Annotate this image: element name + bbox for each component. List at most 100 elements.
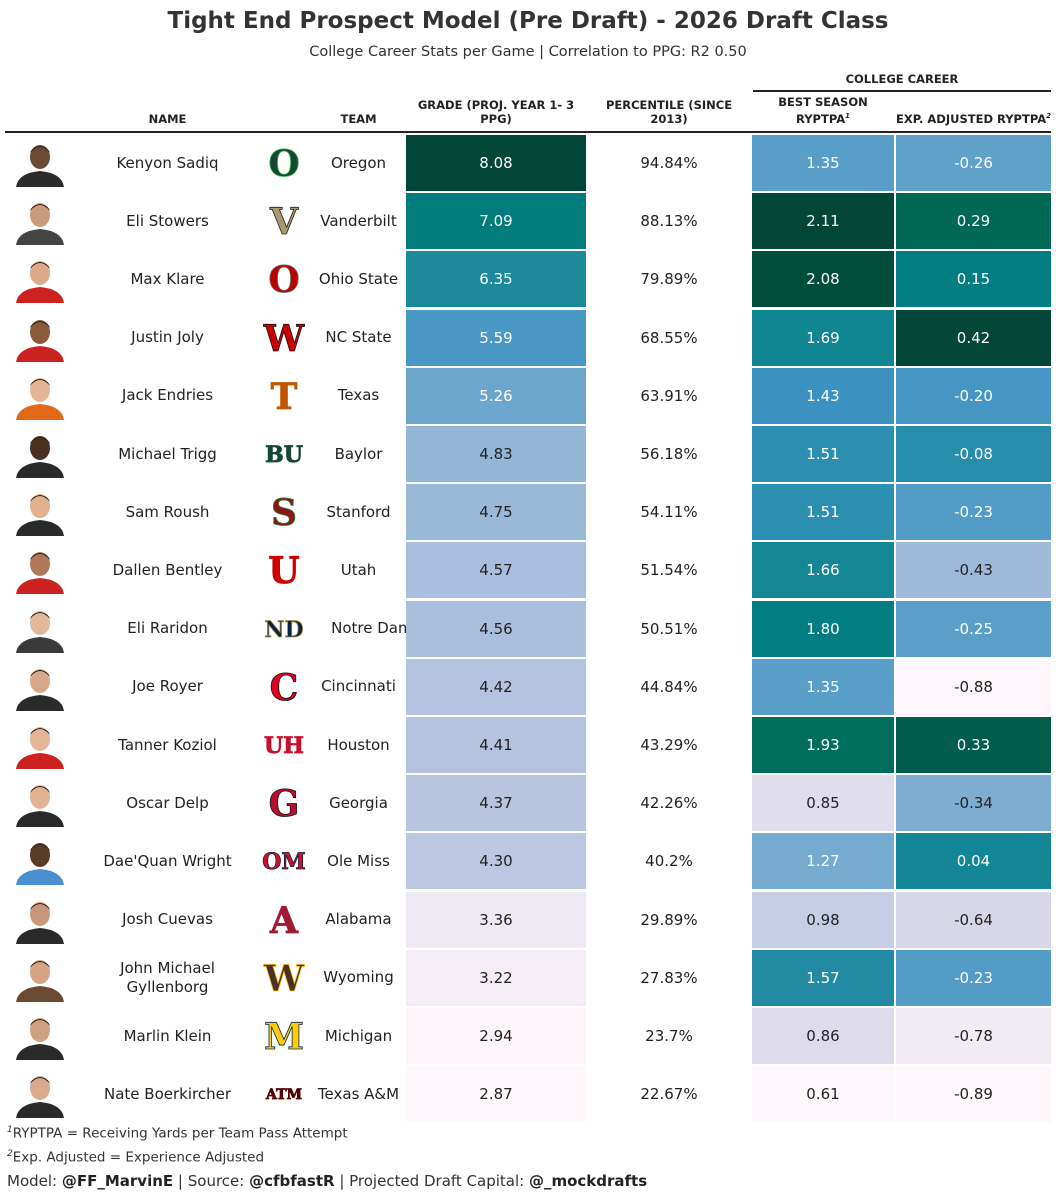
- svg-text:S: S: [271, 492, 297, 534]
- footnote-1-sup: 1: [7, 1125, 13, 1135]
- percentile-cell: 79.89%: [640, 270, 698, 289]
- percentile-cell: 88.13%: [640, 212, 698, 231]
- credits-capital-label: | Projected Draft Capital:: [334, 1172, 529, 1190]
- team-name: Utah: [340, 560, 377, 579]
- exp-adjusted-cell: -0.88: [896, 658, 1051, 715]
- grade-cell: 4.83: [406, 426, 586, 482]
- percentile-cell: 40.2%: [645, 852, 693, 871]
- player-headshot-icon: [10, 546, 70, 595]
- best-season-cell: 1.66: [752, 542, 894, 599]
- svg-text:G: G: [269, 783, 300, 825]
- chart-subtitle: College Career Stats per Game | Correlat…: [309, 44, 747, 60]
- player-headshot-icon: [10, 314, 70, 362]
- percentile-cell: 44.84%: [640, 677, 698, 696]
- percentile-cell: 43.29%: [640, 736, 698, 754]
- exp-adjusted-cell: -0.08: [896, 426, 1051, 482]
- player-headshot-icon: [10, 372, 70, 420]
- player-name: Nate Boerkircher: [104, 1084, 231, 1103]
- team-name: Alabama: [325, 910, 392, 929]
- best-season-cell: 1.80: [752, 600, 894, 657]
- best-season-cell: 0.61: [752, 1066, 894, 1123]
- header-team: TEAM: [340, 112, 377, 126]
- grade-cell: 4.30: [406, 833, 586, 890]
- table-row: Oscar Delp G Georgia 4.37 42.26% 0.85 -0.34: [0, 774, 1056, 832]
- svg-text:U: U: [268, 550, 299, 592]
- player-headshot-icon: [10, 1070, 70, 1119]
- texas-am-icon: ATM: [259, 1071, 309, 1117]
- alabama-a-icon: A: [259, 897, 309, 943]
- team-name: Houston: [327, 735, 390, 754]
- player-headshot-icon: [10, 488, 70, 537]
- player-name: Dae'Quan Wright: [103, 851, 232, 870]
- exp-adjusted-cell: -0.43: [896, 542, 1051, 599]
- table-row: Eli Stowers V Vanderbilt 7.09 88.13% 2.11 0.29: [0, 192, 1056, 250]
- exp-adjusted-cell: -0.25: [896, 600, 1051, 657]
- exp-adjusted-cell: -0.23: [896, 949, 1051, 1006]
- svg-text:A: A: [269, 900, 299, 942]
- baylor-bu-icon: BU: [259, 431, 309, 477]
- svg-text:W: W: [263, 318, 305, 360]
- georgia-g-icon: G: [259, 780, 309, 826]
- player-headshot-icon: [10, 954, 70, 1002]
- team-name: Georgia: [329, 793, 388, 812]
- percentile-cell: 68.55%: [640, 328, 698, 347]
- exp-adjusted-cell: -0.26: [896, 135, 1051, 191]
- percentile-cell: 27.83%: [640, 968, 698, 987]
- grade-cell: 8.08: [406, 135, 586, 191]
- header-name: NAME: [148, 112, 187, 126]
- svg-text:O: O: [268, 259, 299, 301]
- player-name: Josh Cuevas: [122, 910, 213, 929]
- team-name: Texas A&M: [317, 1084, 400, 1103]
- player-headshot-icon: [10, 779, 70, 828]
- player-headshot-icon: [10, 430, 70, 478]
- player-name: Dallen Bentley: [112, 560, 223, 579]
- player-name: Kenyon Sadiq: [116, 153, 219, 172]
- grade-cell: 4.41: [406, 717, 586, 773]
- header-exp-sup: 2: [1046, 112, 1051, 121]
- grade-cell: 5.26: [406, 367, 586, 424]
- percentile-cell: 23.7%: [645, 1027, 693, 1045]
- best-season-cell: 1.51: [752, 426, 894, 482]
- michigan-m-icon: M: [259, 1013, 309, 1059]
- player-headshot-icon: [10, 1012, 70, 1060]
- best-season-cell: 0.85: [752, 775, 894, 832]
- best-season-cell: 1.35: [752, 135, 894, 191]
- svg-text:C: C: [270, 667, 299, 709]
- best-season-cell: 0.86: [752, 1008, 894, 1064]
- credits-capital-handle: @_mockdrafts: [528, 1172, 648, 1190]
- grade-cell: 3.22: [406, 949, 586, 1006]
- texas-longhorn-icon: T: [259, 373, 309, 419]
- cincinnati-c-icon: C: [259, 664, 309, 710]
- team-name: Cincinnati: [321, 677, 396, 696]
- team-name: Vanderbilt: [320, 211, 397, 230]
- table-row: Jack Endries T Texas 5.26 63.91% 1.43 -0.20: [0, 367, 1056, 425]
- best-season-cell: 1.27: [752, 833, 894, 890]
- team-name: Stanford: [326, 502, 391, 521]
- credits-model-handle: @FF_MarvinE: [61, 1172, 174, 1190]
- table-row: John Michael Gyllenborg W Wyoming 3.22 27.83…: [0, 949, 1056, 1007]
- team-name: Ole Miss: [327, 851, 390, 870]
- table-row: Marlin Klein M Michigan 2.94 23.7% 0.86 -0.78: [0, 1007, 1056, 1065]
- svg-text:UH: UH: [264, 733, 304, 759]
- stanford-s-icon: S: [259, 489, 309, 535]
- svg-text:BU: BU: [265, 442, 303, 468]
- svg-text:OM: OM: [262, 849, 306, 875]
- header-divider: [5, 131, 1051, 133]
- player-name: Eli Stowers: [126, 211, 209, 230]
- exp-adjusted-cell: -0.23: [896, 484, 1051, 541]
- houston-uh-icon: UH: [259, 722, 309, 768]
- best-season-cell: 1.57: [752, 949, 894, 1006]
- player-name: Jack Endries: [121, 386, 214, 405]
- header-exp-adjusted: EXP. ADJUSTED RYPTPA2: [896, 98, 1051, 126]
- footnote-2-sup: 2: [7, 1149, 13, 1159]
- exp-adjusted-cell: 0.33: [896, 717, 1051, 773]
- player-headshot-icon: [10, 255, 70, 304]
- team-name: NC State: [325, 328, 392, 347]
- header-exp-text: EXP. ADJUSTED RYPTPA: [896, 112, 1047, 126]
- team-name: Texas: [337, 386, 380, 405]
- player-name: Joe Royer: [132, 677, 203, 696]
- player-name: Marlin Klein: [123, 1026, 212, 1045]
- grade-cell: 2.87: [406, 1066, 586, 1123]
- player-name: Eli Raridon: [127, 619, 208, 638]
- college-career-spanner: COLLEGE CAREER: [845, 72, 959, 86]
